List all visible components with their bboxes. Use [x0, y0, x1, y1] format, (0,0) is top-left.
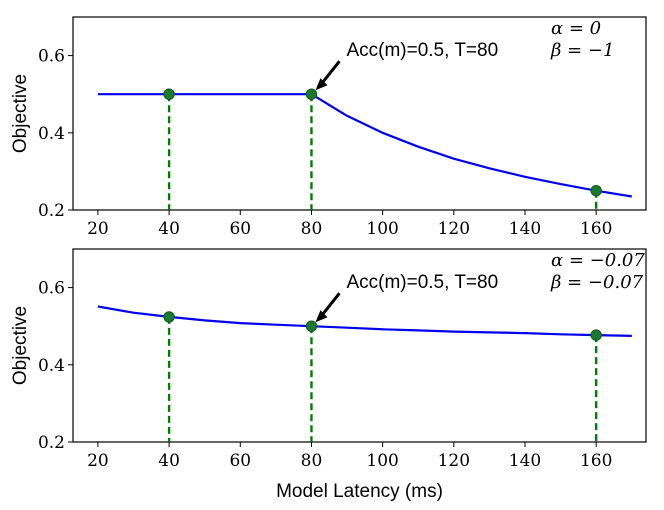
plot-frame [72, 248, 647, 443]
panel-1: 20 40 60 80 100 120 140 160 0.2 0.4 0.6 Objective Ac… [10, 16, 647, 239]
data-marker [590, 329, 602, 341]
x-tick-label: 40 [158, 219, 180, 239]
x-tick-label: 100 [366, 451, 398, 471]
data-marker [163, 88, 175, 100]
data-marker [163, 311, 175, 323]
annotation-label: Acc(m)=0.5, T=80 [346, 272, 498, 293]
x-tick-label: 140 [509, 219, 541, 239]
x-tick-label: 60 [229, 219, 251, 239]
y-tick-label: 0.6 [38, 47, 65, 67]
x-axis-label: Model Latency (ms) [276, 481, 443, 502]
data-marker [305, 88, 318, 100]
x-tick-label: 100 [366, 219, 398, 239]
x-tick-label: 120 [438, 451, 470, 471]
x-tick-label: 160 [580, 219, 612, 239]
x-tick-label: 20 [87, 451, 109, 471]
x-tick-label: 80 [301, 219, 323, 239]
y-tick-label: 0.6 [38, 279, 65, 299]
annotation-arrow-head [315, 78, 328, 91]
annotation-arrow-shaft [319, 60, 341, 87]
param-label: α = 0 [551, 18, 601, 39]
data-marker [305, 320, 318, 332]
y-axis-label: Objective [10, 306, 31, 385]
y-tick-label: 0.4 [38, 124, 65, 144]
data-marker [590, 185, 602, 197]
panel-2: 20 40 60 80 100 120 140 160 0.2 0.4 0.6 Objective Mo… [10, 248, 647, 502]
x-tick-label: 120 [438, 219, 470, 239]
param-label: β = −1 [550, 40, 614, 61]
param-label: β = −0.07 [550, 272, 644, 293]
y-tick-label: 0.2 [38, 201, 65, 221]
plot-frame [72, 16, 647, 211]
x-tick-label: 60 [229, 451, 251, 471]
x-tick-label: 80 [301, 451, 323, 471]
x-tick-label: 160 [580, 451, 612, 471]
annotation-arrow-shaft [319, 292, 341, 319]
annotation-label: Acc(m)=0.5, T=80 [346, 40, 498, 61]
x-tick-label: 40 [158, 451, 180, 471]
series-line [97, 305, 632, 337]
y-tick-label: 0.2 [38, 433, 65, 453]
series-line [97, 93, 632, 198]
x-tick-label: 20 [87, 219, 109, 239]
param-label: α = −0.07 [551, 250, 645, 271]
x-tick-label: 140 [509, 451, 541, 471]
annotation-arrow-head [315, 310, 328, 323]
y-tick-label: 0.4 [38, 356, 65, 376]
y-axis-label: Objective [10, 74, 31, 153]
